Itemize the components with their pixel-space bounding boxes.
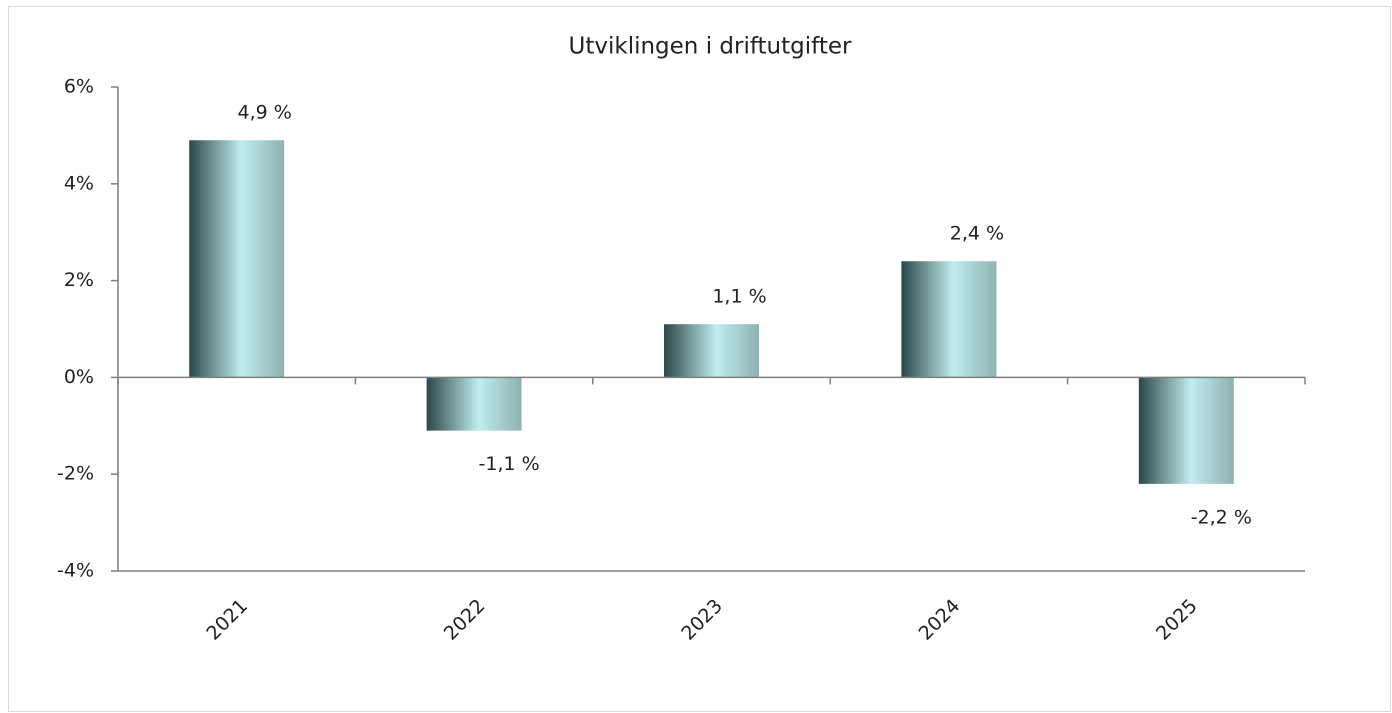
y-tick-label: 4%: [64, 172, 94, 194]
x-tick-label: 2022: [440, 595, 490, 645]
x-tick-label: 2024: [915, 595, 965, 645]
data-label: 1,1 %: [712, 286, 766, 308]
data-label: -1,1 %: [479, 453, 540, 475]
y-tick-label: -4%: [57, 560, 94, 582]
x-tick-label: 2025: [1152, 595, 1202, 645]
x-tick-label: 2023: [677, 595, 727, 645]
y-tick-label: -2%: [57, 463, 94, 485]
data-label: 2,4 %: [950, 223, 1004, 245]
bar: [901, 261, 997, 378]
data-label: 4,9 %: [238, 102, 292, 124]
y-tick-label: 6%: [64, 76, 94, 98]
x-tick-label: 2021: [202, 595, 252, 645]
bar: [664, 324, 759, 378]
chart-border: [8, 6, 1391, 712]
bar: [426, 377, 522, 431]
chart-title: Utviklingen i driftutgifter: [569, 34, 852, 60]
y-tick-label: 2%: [64, 269, 94, 291]
data-label: -2,2 %: [1191, 506, 1252, 528]
y-tick-label: 0%: [64, 366, 94, 388]
bar: [1138, 377, 1234, 484]
bar: [189, 140, 285, 378]
